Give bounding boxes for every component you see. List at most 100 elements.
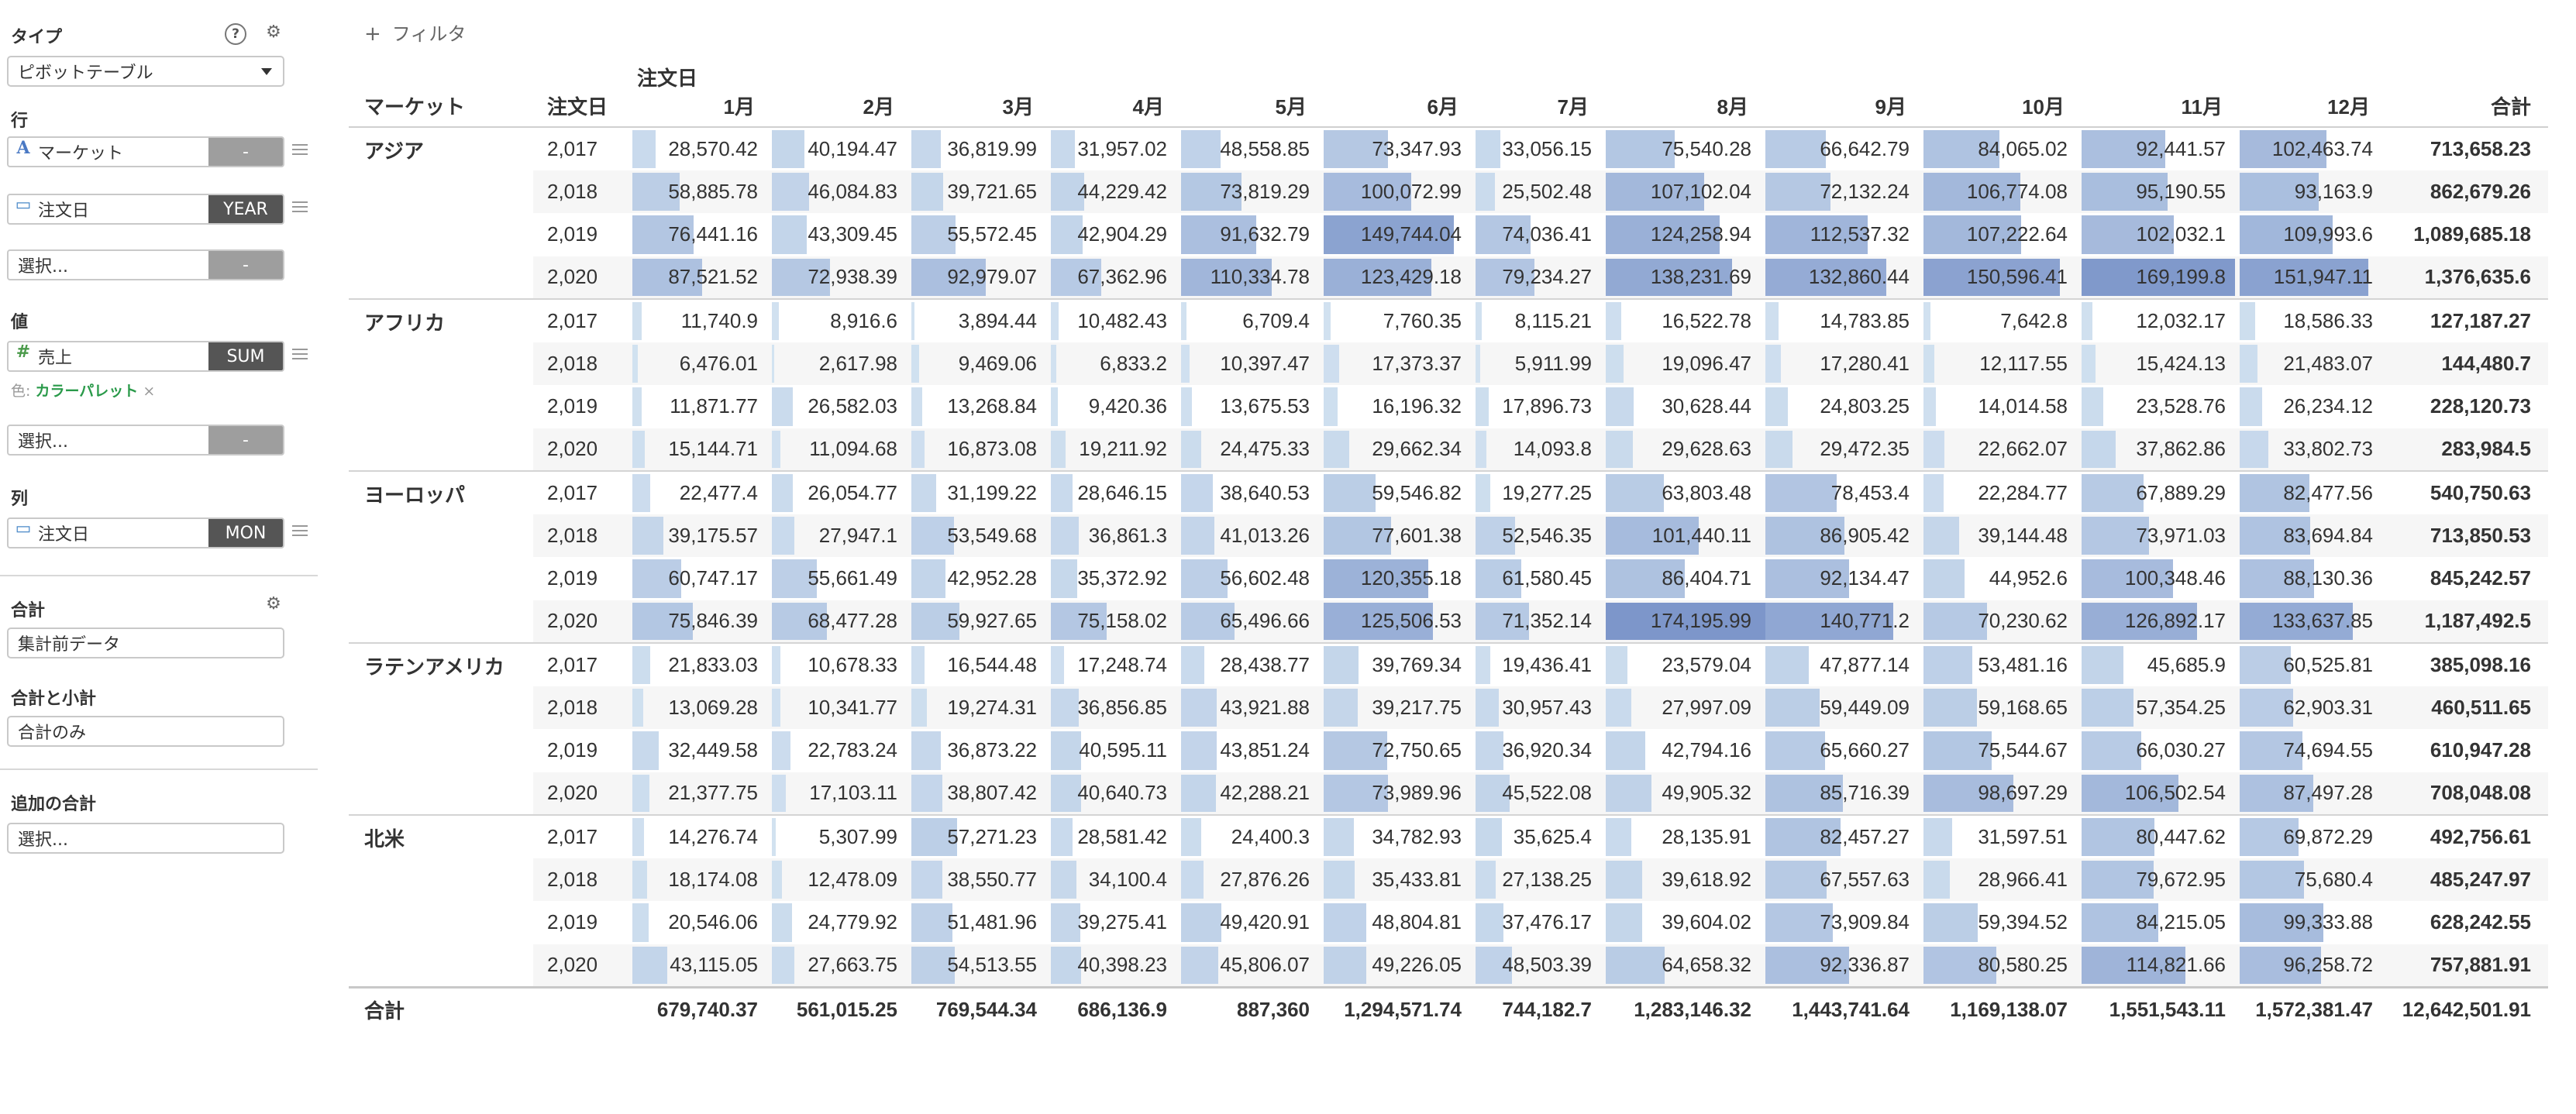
year-cell: 2,020 — [533, 428, 632, 472]
value-text: 31,597.51 — [1978, 824, 2068, 848]
aggregation-button[interactable]: - — [208, 251, 283, 279]
row-total-cell: 485,247.97 — [2387, 858, 2548, 901]
value-cell: 39,604.02 — [1606, 901, 1765, 944]
header-month[interactable]: 2月 — [772, 91, 911, 128]
drag-handle-icon[interactable] — [292, 141, 308, 158]
close-icon[interactable]: × — [143, 383, 156, 400]
subtotal-field[interactable]: 合計のみ — [7, 716, 284, 747]
value-cell: 47,877.14 — [1765, 643, 1923, 686]
value-text: 43,115.05 — [670, 953, 758, 976]
data-bar — [1765, 516, 1844, 555]
value-cell: 73,989.96 — [1324, 772, 1476, 816]
value-text: 3,894.44 — [958, 308, 1037, 332]
value-cell: 40,640.73 — [1051, 772, 1181, 816]
value-cell: 39,275.41 — [1051, 901, 1181, 944]
column-field-order-date[interactable]: ▭ 注文日 MON — [7, 517, 284, 548]
drag-handle-icon[interactable] — [292, 522, 308, 539]
value-text: 140,771.2 — [1820, 609, 1910, 633]
header-month[interactable]: 10月 — [1923, 91, 2082, 128]
value-cell: 34,100.4 — [1051, 858, 1181, 901]
drag-handle-icon[interactable] — [292, 198, 308, 215]
data-bar — [1324, 215, 1455, 254]
value-text: 73,971.03 — [2136, 523, 2226, 547]
aggregation-button[interactable]: SUM — [208, 342, 283, 370]
header-market[interactable]: マーケット — [349, 91, 533, 128]
help-icon[interactable]: ? — [225, 23, 246, 45]
year-cell: 2,017 — [547, 136, 598, 160]
data-bar — [1476, 215, 1531, 254]
value-text: 86,404.71 — [1662, 566, 1751, 590]
data-bar — [911, 946, 956, 984]
total-source-field[interactable]: 集計前データ — [7, 627, 284, 658]
value-cell: 49,420.91 — [1181, 901, 1324, 944]
header-month[interactable]: 7月 — [1476, 91, 1606, 128]
value-text: 30,628.44 — [1662, 394, 1751, 418]
data-bar — [632, 688, 643, 727]
data-bar — [911, 602, 959, 640]
value-text: 114,821.66 — [2126, 953, 2226, 976]
header-month[interactable]: 1月 — [632, 91, 772, 128]
value-cell: 51,481.96 — [911, 901, 1051, 944]
value-text: 57,354.25 — [2136, 695, 2226, 719]
value-text: 15,144.71 — [668, 437, 758, 461]
value-cell: 44,952.6 — [1923, 557, 2082, 600]
value-text: 14,014.58 — [1978, 394, 2068, 418]
value-text: 42,288.21 — [1220, 781, 1310, 805]
value-text: 28,646.15 — [1077, 480, 1167, 504]
header-month[interactable]: 3月 — [911, 91, 1051, 128]
header-month[interactable]: 9月 — [1765, 91, 1923, 128]
value-text: 26,582.03 — [808, 394, 897, 418]
year-cell: 2,019 — [547, 738, 598, 762]
value-text: 106,502.54 — [2124, 781, 2226, 805]
palette-link[interactable]: カラーパレット — [35, 383, 139, 400]
value-cell: 54,513.55 — [911, 944, 1051, 988]
header-month[interactable]: 6月 — [1324, 91, 1476, 128]
chart-type-select[interactable]: ピボットテーブル — [7, 56, 284, 87]
value-text: 49,226.05 — [1372, 953, 1462, 976]
value-cell: 16,196.32 — [1324, 385, 1476, 428]
gear-icon[interactable]: ⚙ — [266, 22, 281, 42]
color-palette-setting[interactable]: 色: カラーパレット × — [11, 380, 155, 401]
add-filter-button[interactable]: + フィルタ — [364, 19, 466, 46]
aggregation-button[interactable]: MON — [208, 519, 283, 547]
value-text: 24,803.25 — [1820, 394, 1910, 418]
table-row: 2,020 21,377.75 17,103.11 38,807.42 40,640.7… — [349, 772, 2548, 816]
extra-total-select[interactable]: 選択... — [7, 823, 284, 854]
header-order-date[interactable]: 注文日 — [533, 91, 632, 128]
header-total[interactable]: 合計 — [2387, 91, 2548, 128]
header-month[interactable]: 5月 — [1181, 91, 1324, 128]
data-bar — [2082, 430, 2116, 468]
aggregation-button[interactable]: - — [208, 426, 283, 454]
value-text: 43,921.88 — [1220, 695, 1310, 719]
row-field-select[interactable]: 選択... - — [7, 249, 284, 280]
value-cell: 86,404.71 — [1606, 557, 1765, 600]
value-field-sales[interactable]: # 売上 SUM — [7, 341, 284, 372]
aggregation-button[interactable]: YEAR — [208, 195, 283, 223]
value-text: 40,194.47 — [808, 136, 897, 160]
data-bar — [1324, 130, 1388, 168]
header-month[interactable]: 11月 — [2082, 91, 2240, 128]
value-text: 12,478.09 — [808, 867, 897, 891]
aggregation-button[interactable]: - — [208, 138, 283, 166]
value-cell: 12,478.09 — [772, 858, 911, 901]
data-bar — [1324, 731, 1387, 770]
value-text: 45,522.08 — [1502, 781, 1592, 805]
header-month[interactable]: 12月 — [2240, 91, 2387, 128]
data-bar — [1051, 516, 1079, 555]
value-field-select[interactable]: 選択... - — [7, 425, 284, 456]
drag-handle-icon[interactable] — [292, 346, 308, 363]
data-bar — [1923, 860, 1950, 899]
pivot-table: 注文日 マーケット 注文日 1月 2月 3月 4月 5月 6月 7月 8月 9月 10月 11月 12… — [349, 56, 2548, 1032]
value-text: 72,132.24 — [1820, 179, 1910, 203]
data-bar — [2082, 774, 2178, 812]
year-cell: 2,017 — [547, 308, 598, 332]
value-text: 20,546.06 — [668, 910, 758, 934]
gear-icon[interactable]: ⚙ — [266, 594, 281, 614]
row-field-market[interactable]: A マーケット - — [7, 136, 284, 167]
row-field-order-date[interactable]: ▭ 注文日 YEAR — [7, 194, 284, 225]
header-month[interactable]: 8月 — [1606, 91, 1765, 128]
data-bar — [772, 387, 794, 426]
value-cell: 14,093.8 — [1476, 428, 1606, 472]
header-month[interactable]: 4月 — [1051, 91, 1181, 128]
value-cell: 27,663.75 — [772, 944, 911, 988]
